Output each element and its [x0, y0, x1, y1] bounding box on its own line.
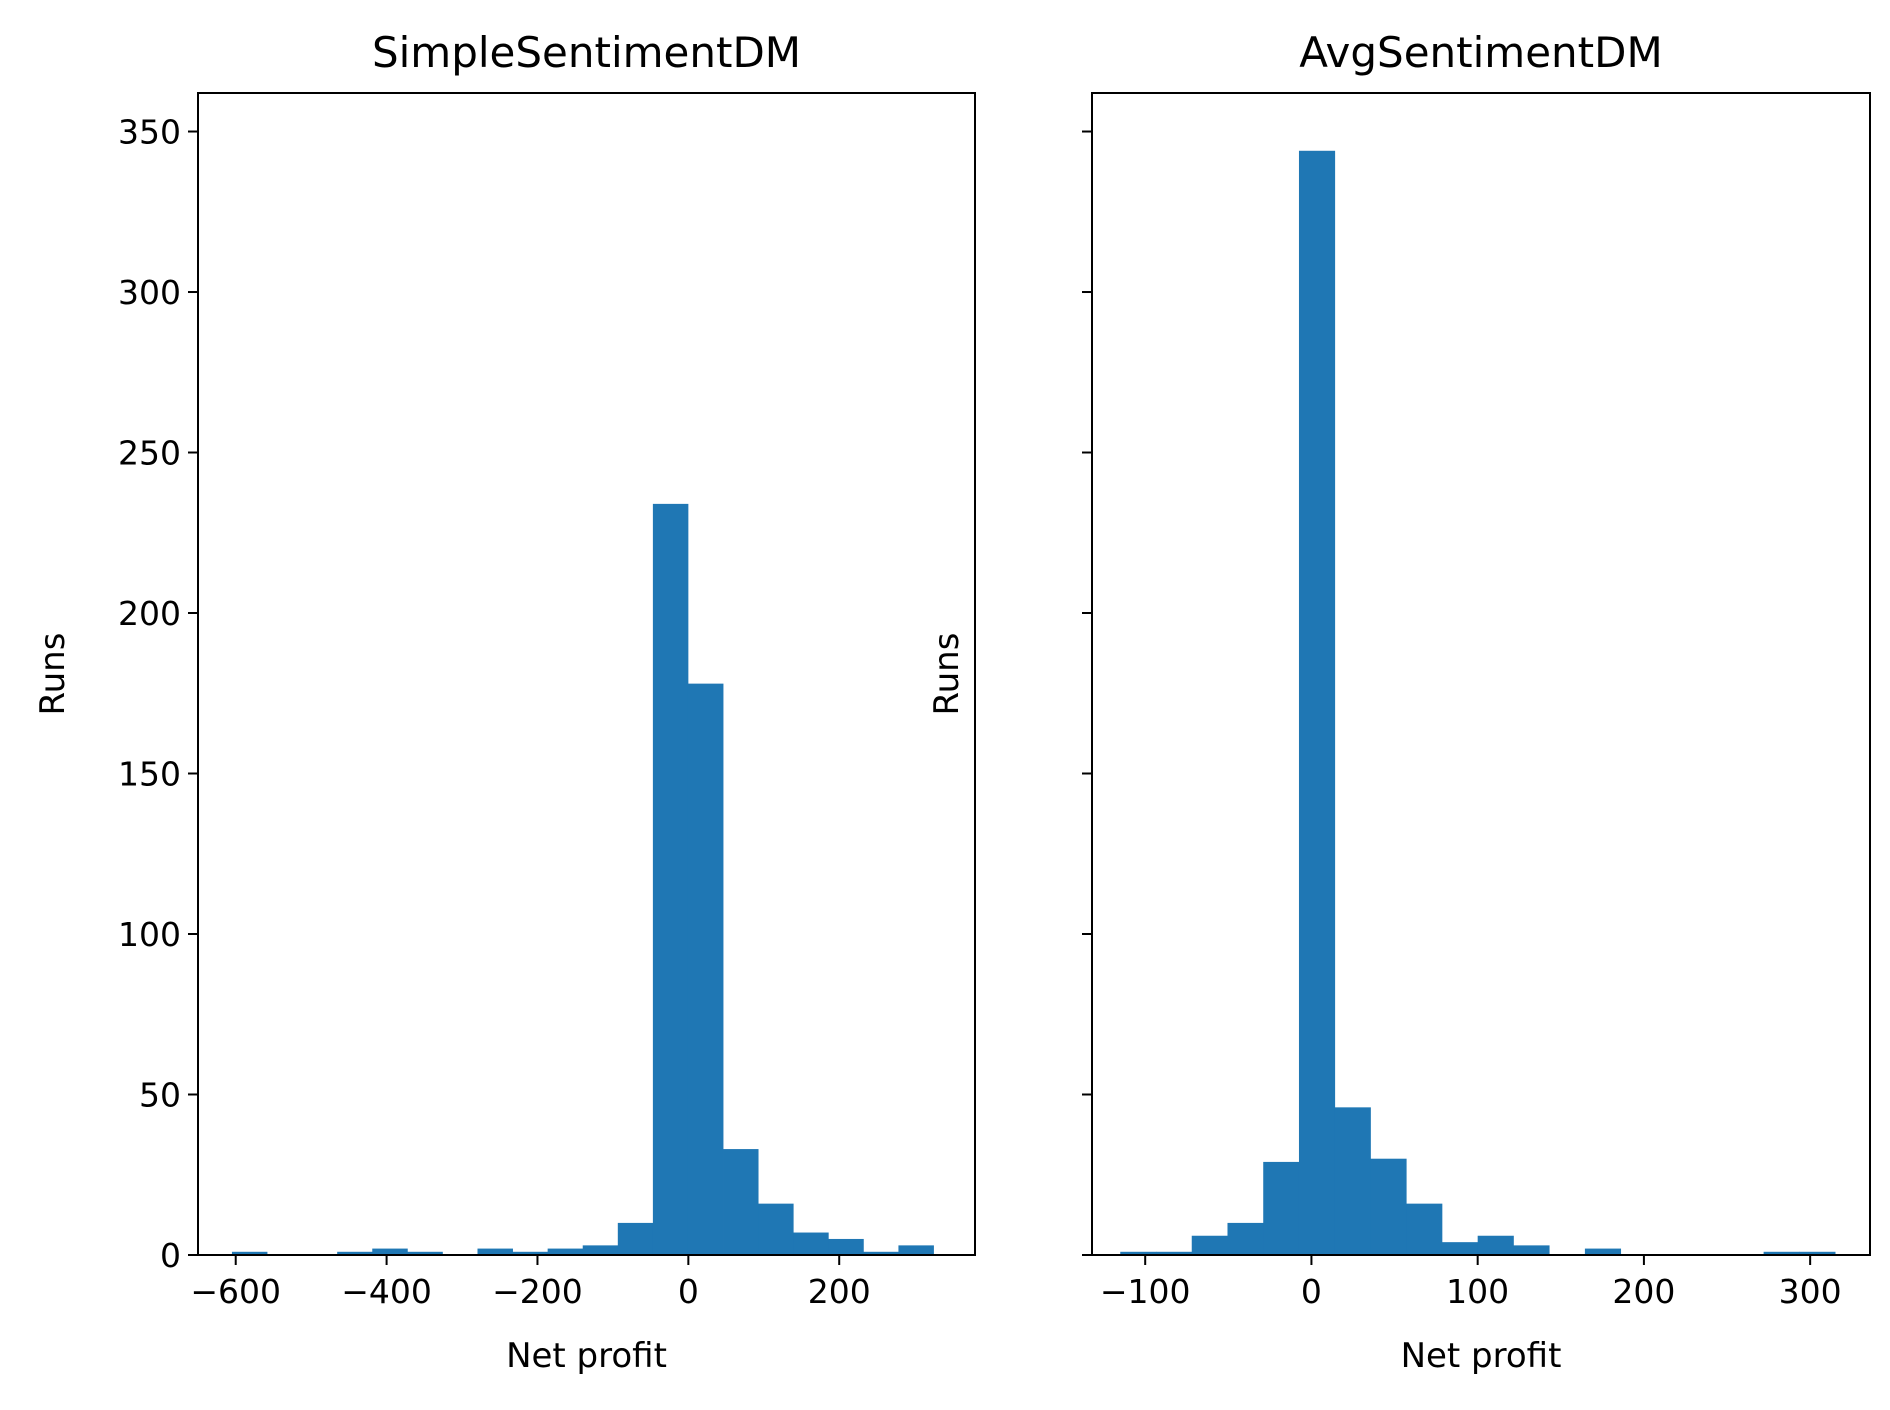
histogram-bar [1406, 1203, 1443, 1255]
histogram-bar [1156, 1251, 1193, 1255]
histogram-bar [1441, 1242, 1479, 1255]
histogram-bar [1334, 1107, 1371, 1255]
x-tick-label: −100 [1100, 1272, 1191, 1311]
x-tick-label: 0 [1301, 1272, 1322, 1311]
histogram-bar [477, 1248, 513, 1255]
histogram-bar [1298, 150, 1336, 1255]
x-ticks: −600 −400 −200 0 200 [190, 1255, 871, 1311]
histogram-bar [898, 1245, 934, 1255]
y-ticks: 0 50 100 150 200 250 300 350 [118, 113, 198, 1275]
histogram-bar [1477, 1235, 1514, 1255]
histogram-bar [1120, 1251, 1157, 1255]
chart-title: AvgSentimentDM [1299, 28, 1662, 77]
y-tick-label: 300 [118, 273, 181, 312]
histogram-bar [582, 1245, 619, 1255]
x-axis-label: Net profit [506, 1336, 667, 1376]
histogram-bar [1370, 1158, 1407, 1255]
histogram-bar [231, 1251, 268, 1255]
x-tick-label: 100 [1446, 1272, 1509, 1311]
y-axis-label: Runs [33, 633, 73, 716]
bars [231, 503, 934, 1255]
histogram-bar [512, 1251, 549, 1255]
histogram-bar [758, 1203, 794, 1255]
histogram-bar [863, 1251, 899, 1255]
histogram-bar [547, 1248, 584, 1255]
histogram-bar [407, 1251, 443, 1255]
histogram-avg-sentiment: −100 0 100 200 300 AvgSentimentDM Net profit… [927, 28, 1871, 1376]
y-axis-label: Runs [927, 633, 967, 716]
x-ticks: −100 0 100 200 300 [1100, 1255, 1842, 1311]
histogram-bar [1263, 1161, 1300, 1255]
plot-frame [1091, 92, 1871, 1256]
y-tick-label: 150 [118, 755, 181, 794]
x-tick-label: 200 [1612, 1272, 1675, 1311]
histogram-bar [1191, 1235, 1228, 1255]
y-tick-label: 50 [139, 1076, 181, 1115]
plot-frame [197, 92, 976, 1256]
bars [1120, 150, 1836, 1255]
histogram-bar [337, 1251, 373, 1255]
histogram-bar [372, 1248, 408, 1255]
histogram-bar [828, 1238, 864, 1255]
histogram-bar [793, 1232, 829, 1255]
histogram-bar [1584, 1248, 1622, 1255]
y-tick-label: 100 [118, 915, 181, 954]
x-tick-label: −200 [492, 1272, 583, 1311]
histogram-bar [617, 1222, 654, 1255]
histogram-bar [1513, 1245, 1550, 1255]
x-tick-label: −600 [190, 1272, 281, 1311]
y-ticks [1082, 130, 1092, 1256]
x-tick-label: 0 [678, 1272, 699, 1311]
histogram-bar [1227, 1222, 1264, 1255]
y-tick-label: 200 [118, 594, 181, 633]
x-tick-label: −400 [341, 1272, 432, 1311]
histogram-bar [1799, 1251, 1836, 1255]
x-axis-label: Net profit [1401, 1336, 1562, 1376]
histogram-simple-sentiment: 0 50 100 150 200 250 300 350 −600 −400 −200 0 200 S… [33, 28, 976, 1376]
y-tick-label: 350 [118, 113, 181, 152]
histogram-bar [723, 1149, 759, 1255]
histogram-bar [687, 683, 724, 1255]
histogram-bar [1763, 1251, 1800, 1255]
x-tick-label: 300 [1779, 1272, 1842, 1311]
x-tick-label: 200 [808, 1272, 871, 1311]
y-tick-label: 0 [160, 1236, 181, 1275]
histogram-bar [652, 503, 689, 1255]
chart-title: SimpleSentimentDM [372, 28, 801, 77]
y-tick-label: 250 [118, 434, 181, 473]
